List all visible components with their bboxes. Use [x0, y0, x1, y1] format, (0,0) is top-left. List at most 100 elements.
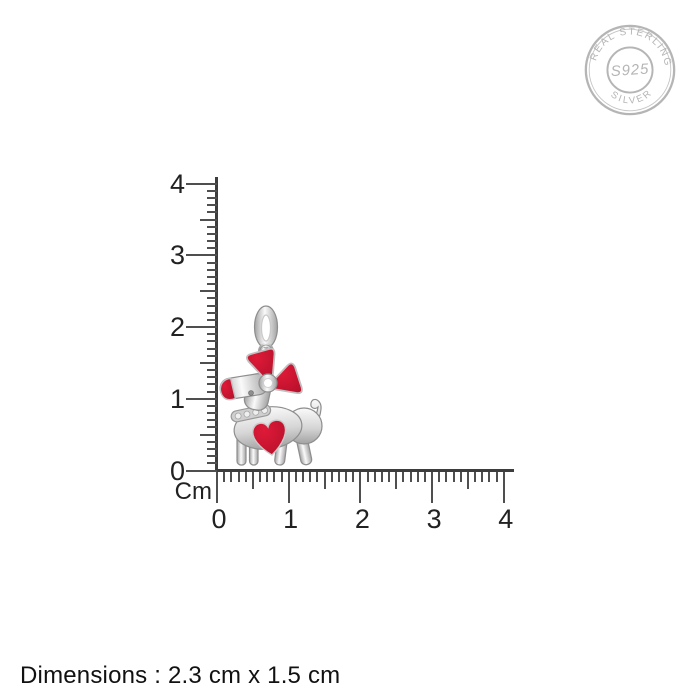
bow-center-crystal — [263, 378, 273, 388]
ruler-tick — [207, 354, 217, 357]
ruler-tick — [402, 471, 405, 482]
ruler-tick — [302, 471, 305, 482]
ruler-tick — [200, 218, 217, 221]
ruler-tick — [207, 455, 217, 458]
ruler-vertical-label: 1 — [169, 383, 185, 414]
stamp-inner-ring — [606, 46, 654, 94]
dog-eye — [248, 390, 254, 396]
ruler-tick — [207, 268, 217, 271]
ruler-tick — [200, 290, 217, 293]
ruler-tick — [330, 471, 333, 482]
ruler-tick — [207, 225, 217, 228]
ruler-tick — [223, 471, 226, 482]
collar-bead — [243, 410, 251, 418]
ruler-tick — [266, 471, 269, 482]
ruler-horizontal-label: 3 — [426, 503, 442, 534]
stamp-outer-ring — [584, 24, 676, 116]
ruler-tick — [207, 369, 217, 372]
ruler-tick — [207, 304, 217, 307]
ruler-horizontal-line — [215, 469, 514, 472]
stamp-outer-ring-inner-edge — [588, 28, 672, 112]
ruler-tick — [186, 254, 217, 257]
ruler-tick — [495, 471, 498, 482]
sterling-silver-stamp: REAL STERLING SILVER S925 — [584, 23, 676, 116]
ruler-tick — [200, 433, 217, 436]
ruler-tick — [488, 471, 491, 482]
ruler-vertical-label: 3 — [169, 240, 185, 271]
ruler-tick — [366, 471, 369, 482]
ruler-tick — [359, 471, 362, 503]
ruler-tick — [409, 471, 412, 482]
ruler-tick — [474, 471, 477, 482]
ruler-tick — [207, 189, 217, 192]
ruler-tick — [207, 318, 217, 321]
ruler-vertical-label: 4 — [169, 168, 185, 199]
ruler-tick — [345, 471, 348, 482]
red-heart-enamel — [252, 419, 287, 456]
ruler-tick — [207, 462, 217, 465]
ruler-tick — [287, 471, 290, 503]
ruler-tick — [207, 440, 217, 443]
ruler-tick — [207, 247, 217, 250]
dimensions-caption: Dimensions : 2.3 cm x 1.5 cm — [20, 662, 341, 689]
ruler-tick — [416, 471, 419, 482]
ruler-tick — [207, 240, 217, 243]
ruler-tick — [431, 471, 434, 503]
ruler-tick — [230, 471, 233, 482]
ruler-tick — [207, 404, 217, 407]
ruler-tick — [273, 471, 276, 482]
ruler-tick — [216, 471, 218, 503]
ruler-tick — [352, 471, 355, 482]
ruler-tick — [207, 197, 217, 200]
collar-bead — [234, 412, 242, 420]
ruler-horizontal-label: 1 — [283, 503, 299, 534]
ruler-tick — [423, 471, 426, 482]
red-nose-enamel — [219, 377, 237, 401]
ruler-tick — [207, 419, 217, 422]
ruler-tick — [373, 471, 376, 482]
ruler-tick — [237, 471, 240, 482]
ruler-tick — [207, 426, 217, 429]
ruler-horizontal-label: 0 — [211, 503, 227, 534]
ruler-vertical-label: 2 — [169, 312, 185, 343]
ruler-tick — [337, 471, 340, 482]
ruler-tick — [294, 471, 297, 482]
ruler-tick — [207, 347, 217, 350]
ruler-tick — [207, 232, 217, 235]
ruler-tick — [280, 471, 283, 482]
ruler-tick — [207, 311, 217, 314]
ruler-tick — [207, 204, 217, 207]
ruler-tick — [388, 471, 391, 482]
ruler-tick — [395, 471, 398, 489]
ruler-tick — [207, 297, 217, 300]
ruler-tick — [502, 471, 505, 503]
ruler-tick — [186, 326, 217, 329]
ruler-tick — [251, 471, 254, 489]
ruler-tick — [207, 340, 217, 343]
ruler-tick — [200, 361, 217, 364]
ruler-tick — [207, 376, 217, 379]
ruler-tick — [380, 471, 383, 482]
ruler-tick — [207, 383, 217, 386]
ruler-tick — [186, 397, 217, 400]
ruler-tick — [244, 471, 247, 482]
ruler-tick — [323, 471, 326, 489]
dog-pendant-image — [219, 305, 323, 466]
ruler-unit-label: Cm — [174, 478, 212, 505]
ruler-tick — [207, 211, 217, 214]
ruler-tick — [207, 390, 217, 393]
ruler-tick — [207, 333, 217, 336]
ruler-tick — [186, 182, 217, 185]
ruler-tick — [207, 261, 217, 264]
ruler-tick — [259, 471, 262, 482]
ruler-tick — [445, 471, 448, 482]
ruler-tick — [207, 447, 217, 450]
ruler-tick — [207, 412, 217, 415]
ruler-tick — [316, 471, 319, 482]
ruler-tick — [481, 471, 484, 482]
ruler-tick — [207, 283, 217, 286]
ruler-horizontal-label: 4 — [498, 503, 514, 534]
ruler-tick — [309, 471, 312, 482]
stamp-center-text: S925 — [610, 61, 650, 80]
ruler-tick — [459, 471, 462, 482]
